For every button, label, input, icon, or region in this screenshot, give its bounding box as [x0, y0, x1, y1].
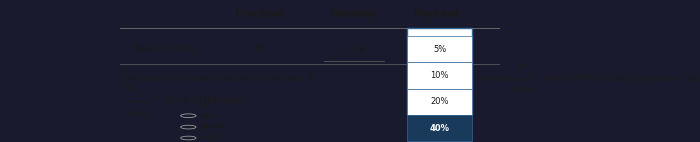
Text: 20%: 20% — [430, 97, 449, 106]
Text: 10%: 10% — [430, 71, 449, 80]
FancyBboxPatch shape — [407, 89, 472, 115]
FancyBboxPatch shape — [407, 36, 472, 62]
Text: The portion of students that are female and A: The portion of students that are female … — [120, 74, 314, 83]
Text: ▼: ▼ — [256, 44, 262, 53]
Text: 1,600: 1,600 — [200, 134, 220, 140]
Text: 5%: 5% — [433, 45, 447, 54]
FancyBboxPatch shape — [407, 62, 472, 89]
Text: 16,000: 16,000 — [510, 87, 535, 93]
Text: Percent: Percent — [414, 9, 460, 19]
FancyBboxPatch shape — [407, 115, 472, 141]
Text: Male and white: Male and white — [132, 44, 197, 53]
Text: 40%: 40% — [430, 124, 449, 133]
Text: 16,000: 16,000 — [200, 123, 225, 129]
Text: merican is: merican is — [478, 74, 524, 83]
Text: 64: 64 — [200, 125, 209, 131]
Text: 640: 640 — [516, 64, 529, 70]
Text: Decimal: Decimal — [330, 9, 377, 19]
Text: 640: 640 — [200, 114, 214, 120]
Text: 16,000: 16,000 — [123, 111, 148, 117]
Text: ? Check all that apply.: ? Check all that apply. — [156, 96, 248, 105]
Text: Fraction: Fraction — [235, 9, 284, 19]
Text: 40% ▼: 40% ▼ — [425, 44, 454, 53]
Text: 640: 640 — [123, 85, 136, 91]
Text: 64: 64 — [200, 103, 209, 109]
Text: . Which of the following represent fractions that are: . Which of the following represent fract… — [539, 74, 700, 83]
FancyBboxPatch shape — [407, 28, 472, 114]
Text: 0.4 ▼: 0.4 ▼ — [343, 44, 365, 53]
